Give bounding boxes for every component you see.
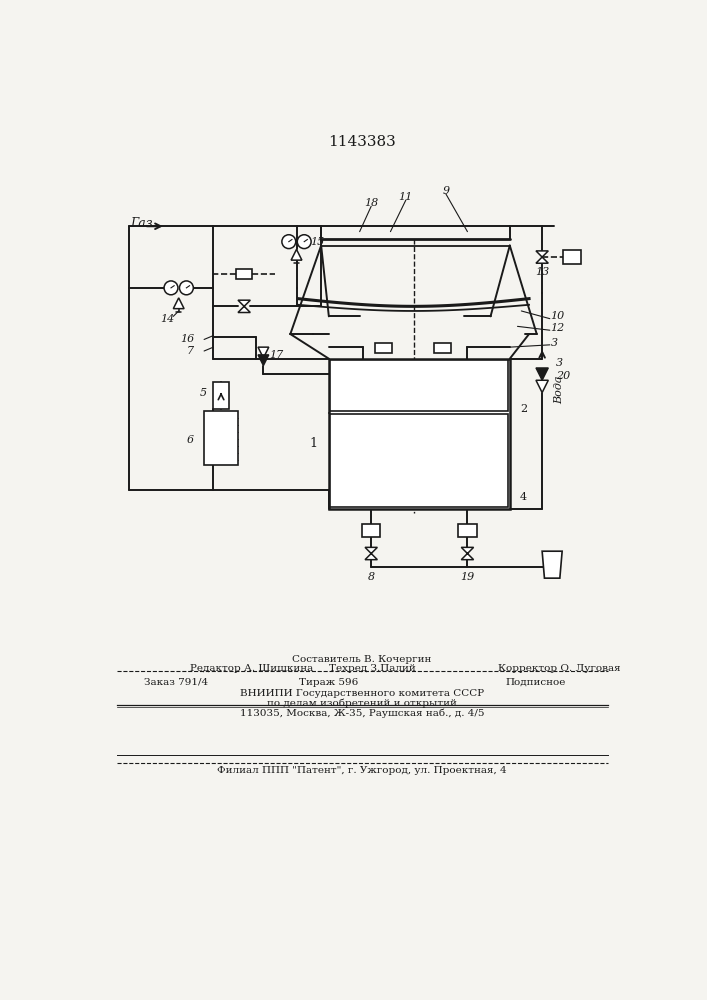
Polygon shape — [291, 249, 302, 260]
Text: 2: 2 — [520, 404, 527, 414]
Bar — [330, 360, 508, 411]
Text: 1143383: 1143383 — [328, 135, 396, 149]
Text: Составитель В. Кочергин: Составитель В. Кочергин — [292, 654, 432, 664]
Text: 15: 15 — [310, 237, 325, 247]
Bar — [236, 269, 252, 279]
Polygon shape — [238, 300, 250, 312]
Polygon shape — [258, 347, 269, 358]
Text: 6: 6 — [187, 435, 194, 445]
Text: по делам изобретений и открытий: по делам изобретений и открытий — [267, 698, 457, 708]
Bar — [329, 359, 510, 509]
Text: Редактор А. Шишкина: Редактор А. Шишкина — [190, 664, 313, 673]
Polygon shape — [542, 551, 562, 578]
Text: 10: 10 — [551, 311, 565, 321]
Text: 11: 11 — [399, 192, 413, 202]
Polygon shape — [365, 547, 378, 560]
Circle shape — [282, 235, 296, 249]
Bar — [204, 411, 238, 465]
Text: 13: 13 — [535, 267, 549, 277]
Text: Техред З.Палий: Техред З.Палий — [329, 664, 416, 673]
Text: 9: 9 — [443, 186, 450, 196]
Text: 5: 5 — [200, 388, 207, 398]
Text: 1: 1 — [309, 437, 317, 450]
Bar — [458, 524, 477, 537]
Text: Филиал ППП "Патент", г. Ужгород, ул. Проектная, 4: Филиал ППП "Патент", г. Ужгород, ул. Про… — [217, 766, 507, 775]
Bar — [375, 343, 392, 353]
Bar — [563, 250, 581, 264]
Bar — [330, 414, 508, 507]
Polygon shape — [173, 298, 184, 309]
Polygon shape — [536, 251, 549, 263]
Text: Тираж 596: Тираж 596 — [299, 678, 358, 687]
Text: ВНИИПИ Государственного комитета СССР: ВНИИПИ Государственного комитета СССР — [240, 689, 484, 698]
Text: 16: 16 — [180, 334, 194, 344]
Text: Корректор О. Луговая: Корректор О. Луговая — [498, 664, 621, 673]
Text: 113035, Москва, Ж-35, Раушская наб., д. 4/5: 113035, Москва, Ж-35, Раушская наб., д. … — [240, 708, 484, 718]
Text: 20: 20 — [556, 371, 571, 381]
Text: 19: 19 — [460, 572, 474, 582]
Bar — [214, 382, 229, 409]
Text: 4: 4 — [520, 492, 527, 502]
Text: 14: 14 — [160, 314, 174, 324]
Bar — [434, 343, 451, 353]
Text: 3: 3 — [556, 358, 563, 368]
Text: Вода: Вода — [554, 375, 563, 404]
Text: Подписное: Подписное — [506, 678, 566, 687]
Text: 12: 12 — [551, 323, 565, 333]
Text: 7: 7 — [187, 346, 194, 356]
Polygon shape — [258, 355, 269, 366]
Text: 3: 3 — [551, 338, 558, 348]
Polygon shape — [461, 547, 474, 560]
Text: 17: 17 — [269, 350, 284, 360]
Text: Газ: Газ — [130, 217, 153, 230]
Polygon shape — [536, 368, 549, 380]
Text: 18: 18 — [364, 198, 378, 208]
Text: 8: 8 — [368, 572, 375, 582]
Circle shape — [164, 281, 178, 295]
Circle shape — [180, 281, 193, 295]
Bar — [362, 524, 380, 537]
Circle shape — [297, 235, 311, 249]
Polygon shape — [536, 380, 549, 393]
Text: Заказ 791/4: Заказ 791/4 — [144, 678, 208, 687]
